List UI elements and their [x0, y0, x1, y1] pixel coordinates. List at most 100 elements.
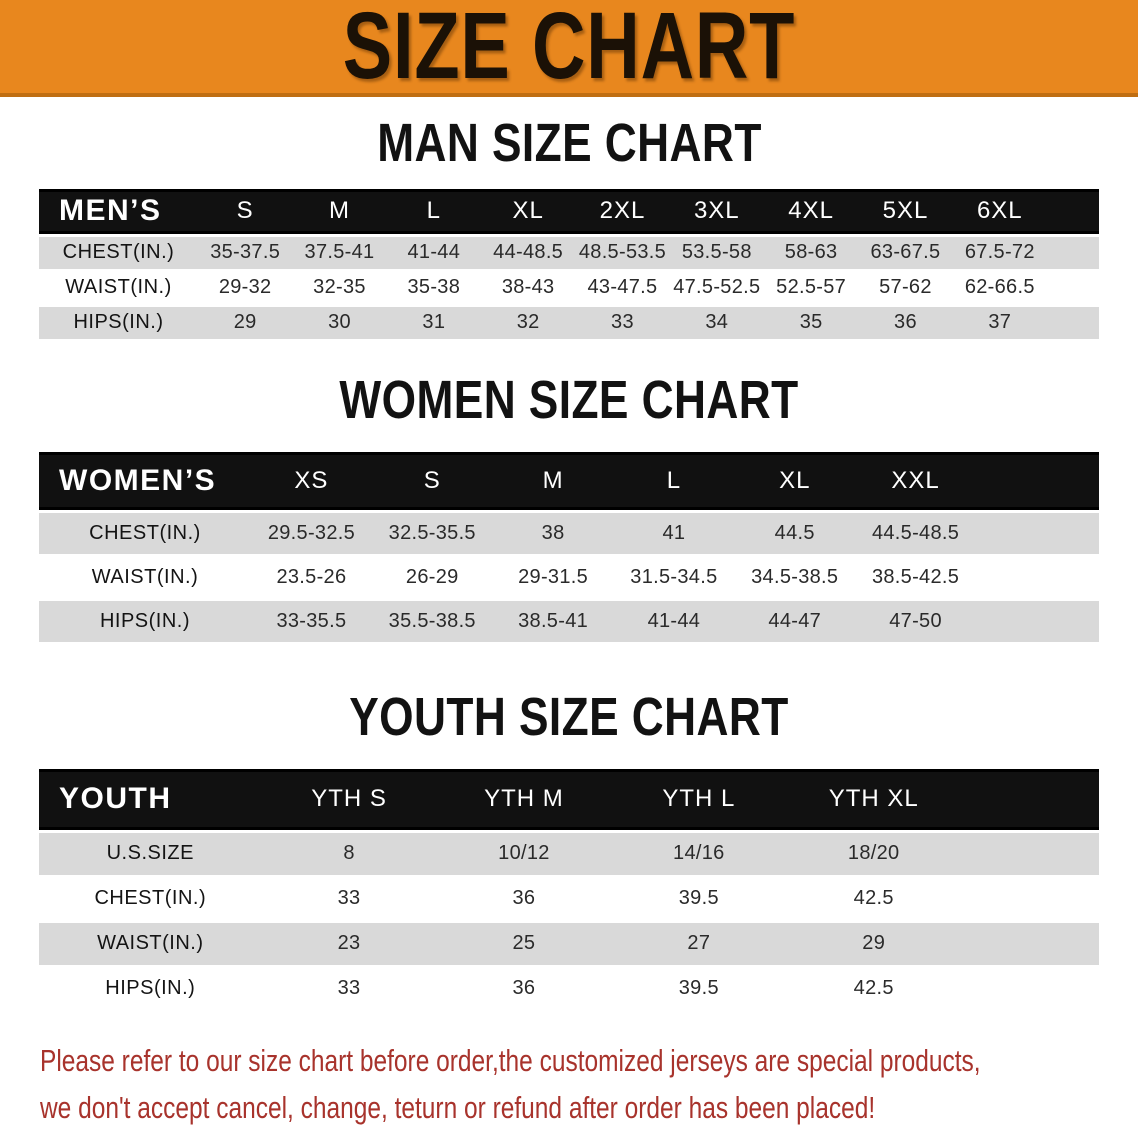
disclaimer-line-2: we don't accept cancel, change, teturn o…: [40, 1089, 876, 1125]
measure-value: 36: [436, 966, 612, 1013]
measure-value: 41: [613, 511, 735, 557]
measure-value: 44.5-48.5: [855, 511, 976, 557]
measure-value: 38: [492, 511, 614, 557]
men-section-title: MAN SIZE CHART: [0, 113, 1138, 173]
women-section: WOMEN SIZE CHART WOMEN’S XS S M L XL XXL CHEST(…: [0, 373, 1138, 645]
measure-value: 44-47: [734, 599, 856, 645]
size-table-row: HIPS(IN.) 33-35.5 35.5-38.5 38.5-41 41-44 44-…: [39, 599, 1099, 645]
measure-value: 43-47.5: [575, 270, 670, 307]
size-header: 6XL: [952, 189, 1047, 237]
measure-label: U.S.SIZE: [39, 831, 262, 878]
measure-value: 42.5: [786, 876, 962, 923]
size-header: L: [613, 451, 735, 513]
size-header: 2XL: [575, 189, 670, 237]
youth-section-title-text: YOUTH SIZE CHART: [349, 687, 789, 747]
size-header: L: [386, 189, 481, 237]
measure-value: 48.5-53.5: [575, 235, 670, 272]
size-header: YTH M: [436, 769, 612, 833]
measure-value: 34: [669, 305, 764, 342]
measure-value: 36: [858, 305, 953, 342]
measure-value: 41-44: [386, 235, 481, 272]
measure-value: 32.5-35.5: [371, 511, 493, 557]
size-table-header-row: WOMEN’S XS S M L XL XXL: [39, 451, 1099, 513]
size-table-header-row: MEN’S S M L XL 2XL 3XL 4XL 5XL 6XL: [39, 189, 1099, 237]
row-spacer: [961, 831, 1099, 878]
measure-value: 35-37.5: [198, 235, 293, 272]
size-table-row: WAIST(IN.) 29-32 32-35 35-38 38-43 43-47.5 47.…: [39, 270, 1099, 307]
group-label: WOMEN’S: [39, 451, 252, 513]
size-header: M: [292, 189, 387, 237]
size-table-header-row: YOUTH YTH S YTH M YTH L YTH XL: [39, 769, 1099, 833]
row-spacer: [961, 921, 1099, 968]
size-table-row: HIPS(IN.) 33 36 39.5 42.5: [39, 966, 1099, 1013]
measure-label: WAIST(IN.): [39, 921, 262, 968]
measure-value: 32: [480, 305, 576, 342]
size-header: 4XL: [763, 189, 859, 237]
measure-value: 52.5-57: [763, 270, 859, 307]
measure-value: 41-44: [613, 599, 735, 645]
measure-label: CHEST(IN.): [39, 511, 252, 557]
measure-value: 35-38: [386, 270, 481, 307]
row-spacer: [975, 599, 1099, 645]
measure-label: WAIST(IN.): [39, 270, 198, 307]
men-size-table: MEN’S S M L XL 2XL 3XL 4XL 5XL 6XL CHEST(IN.) 35-37…: [39, 189, 1099, 342]
measure-value: 35.5-38.5: [371, 599, 493, 645]
disclaimer-line-1: Please refer to our size chart before or…: [40, 1042, 981, 1078]
measure-value: 63-67.5: [858, 235, 953, 272]
header-spacer: [1046, 189, 1099, 237]
measure-value: 37.5-41: [292, 235, 387, 272]
measure-value: 29: [198, 305, 293, 342]
measure-value: 44.5: [734, 511, 856, 557]
row-spacer: [1046, 235, 1099, 272]
size-header: S: [371, 451, 493, 513]
measure-value: 67.5-72: [952, 235, 1047, 272]
measure-value: 31.5-34.5: [613, 555, 735, 601]
measure-value: 37: [952, 305, 1047, 342]
youth-section-title: YOUTH SIZE CHART: [0, 687, 1138, 747]
measure-value: 29.5-32.5: [251, 511, 372, 557]
measure-label: CHEST(IN.): [39, 876, 262, 923]
men-section-title-text: MAN SIZE CHART: [376, 113, 762, 173]
size-header: M: [492, 451, 614, 513]
size-header: 3XL: [669, 189, 764, 237]
measure-value: 33: [575, 305, 670, 342]
size-header: S: [198, 189, 293, 237]
measure-value: 39.5: [611, 876, 787, 923]
size-table-row: WAIST(IN.) 23 25 27 29: [39, 921, 1099, 968]
measure-value: 38-43: [480, 270, 576, 307]
size-table-row: CHEST(IN.) 29.5-32.5 32.5-35.5 38 41 44.5 44.5…: [39, 511, 1099, 557]
measure-value: 23: [261, 921, 437, 968]
measure-value: 47-50: [855, 599, 976, 645]
row-spacer: [961, 966, 1099, 1013]
row-spacer: [961, 876, 1099, 923]
measure-value: 34.5-38.5: [734, 555, 856, 601]
measure-value: 27: [611, 921, 787, 968]
measure-value: 30: [292, 305, 387, 342]
measure-value: 58-63: [763, 235, 859, 272]
measure-value: 33-35.5: [251, 599, 372, 645]
measure-value: 29: [786, 921, 962, 968]
size-table-row: U.S.SIZE 8 10/12 14/16 18/20: [39, 831, 1099, 878]
measure-value: 25: [436, 921, 612, 968]
youth-size-table: YOUTH YTH S YTH M YTH L YTH XL U.S.SIZE 8 10/12…: [39, 769, 1099, 1013]
measure-value: 26-29: [371, 555, 493, 601]
row-spacer: [975, 555, 1099, 601]
measure-value: 38.5-42.5: [855, 555, 976, 601]
size-header: XS: [251, 451, 372, 513]
youth-section: YOUTH SIZE CHART YOUTH YTH S YTH M YTH L YTH…: [0, 687, 1138, 1013]
size-table-row: CHEST(IN.) 33 36 39.5 42.5: [39, 876, 1099, 923]
size-header: XXL: [855, 451, 976, 513]
header-spacer: [961, 769, 1099, 833]
measure-value: 10/12: [436, 831, 612, 878]
measure-value: 31: [386, 305, 481, 342]
row-spacer: [975, 511, 1099, 557]
measure-value: 29-32: [198, 270, 293, 307]
page-title: SIZE CHART: [342, 0, 796, 99]
measure-value: 42.5: [786, 966, 962, 1013]
measure-value: 57-62: [858, 270, 953, 307]
disclaimer: Please refer to our size chart before or…: [40, 1037, 1138, 1131]
measure-value: 8: [261, 831, 437, 878]
size-header: XL: [480, 189, 576, 237]
measure-label: CHEST(IN.): [39, 235, 198, 272]
